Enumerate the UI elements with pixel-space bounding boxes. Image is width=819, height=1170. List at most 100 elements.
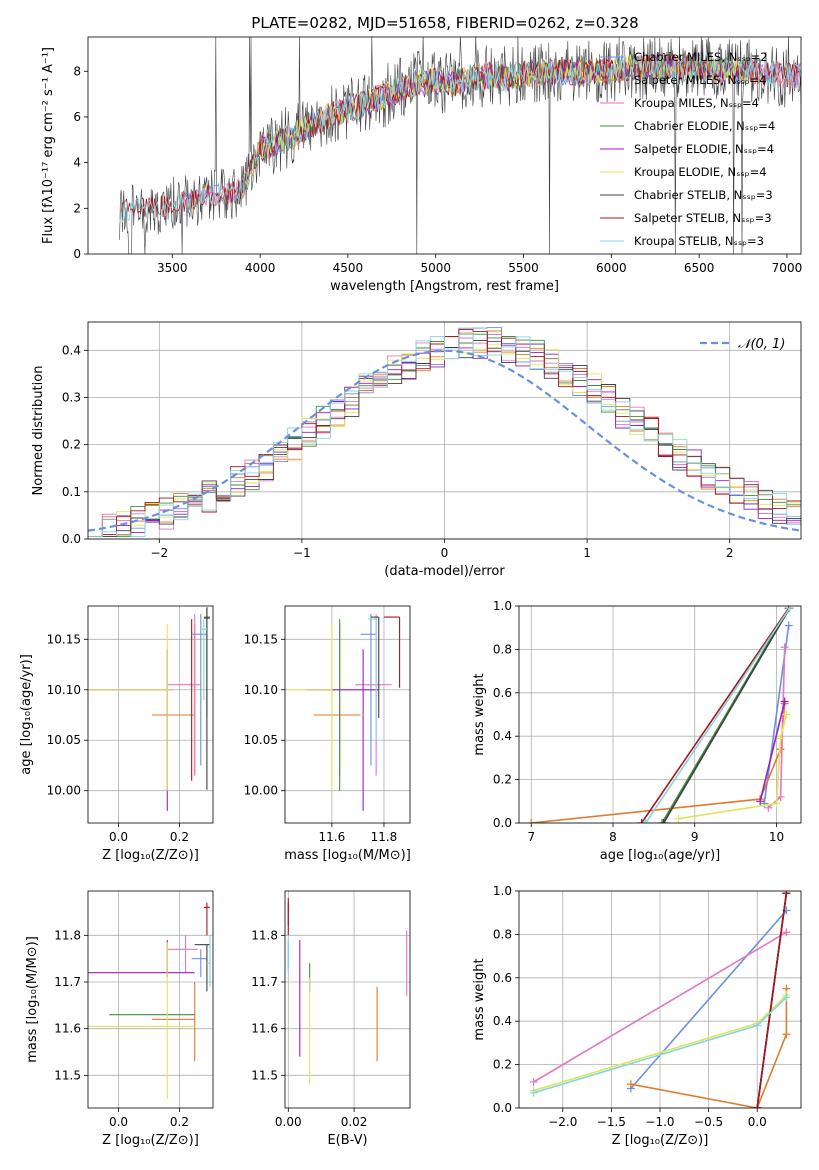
y-tick-label: 0.8 — [493, 642, 512, 656]
errorbar-point — [368, 618, 377, 741]
errorbar-point — [383, 616, 401, 688]
y-tick-label: 11.6 — [54, 1022, 81, 1036]
x-tick-label: 8 — [609, 830, 617, 844]
x-axis-label: Z [log₁₀(Z/Z⊙)] — [102, 848, 199, 863]
weight-marker — [785, 606, 794, 613]
axes-frame — [87, 890, 214, 1109]
age_vs_Z-plot-area — [88, 607, 210, 811]
x-tick-label: 6000 — [596, 261, 627, 275]
y-tick-label: 0.2 — [62, 438, 81, 452]
x-axis-label: E(B-V) — [327, 1133, 367, 1148]
x-tick-label: 0 — [441, 546, 449, 560]
weight-marker — [772, 799, 781, 808]
y-tick-label: 10.15 — [244, 632, 278, 646]
weight-marker — [641, 819, 650, 823]
spectrum-line — [242, 54, 752, 199]
legend-label: Salpeter ELODIE, Nₛₛₚ=4 — [634, 142, 774, 156]
x-tick-label: 1 — [583, 546, 591, 560]
weight-marker — [674, 814, 683, 823]
weight-marker — [782, 993, 791, 1002]
legend-label: Salpeter MILES, Nₛₛₚ=4 — [634, 73, 767, 87]
y-tick-label: 11.6 — [251, 1022, 278, 1036]
weight-series-line — [678, 714, 788, 820]
panels: 3500 4000 4500 5000 5500 6000 6500 7000 0 2 4 6 8 wav… — [19, 36, 802, 1148]
y-tick-label: 0.3 — [62, 390, 81, 404]
errorbar-point — [287, 624, 333, 791]
y-tick-label: 0.0 — [493, 1101, 512, 1115]
y-tick-label: 2 — [73, 201, 81, 215]
axes-frame — [284, 605, 411, 824]
y-tick-label: 11.8 — [251, 928, 278, 942]
spectrum-legend: Chabrier MILES, Nₛₛₚ=2 Salpeter MILES, Nₛ… — [600, 50, 775, 248]
errorbar-point — [191, 949, 207, 978]
mass_vs_Z-plot-area — [88, 902, 211, 1099]
y-tick-label: 11.5 — [54, 1068, 81, 1082]
weight-marker — [753, 1104, 762, 1108]
y-tick-label: 0.8 — [493, 927, 512, 941]
axes-frame — [87, 36, 802, 255]
spectrum-line — [119, 54, 801, 225]
x-tick-label: 5500 — [508, 261, 539, 275]
y-tick-label: 10.00 — [244, 784, 278, 798]
errorbar-point — [167, 935, 198, 973]
y-axis-label: Flux [fλ10⁻¹⁷ erg cm⁻² s⁻¹ A⁻¹] — [41, 47, 56, 244]
errorbar-point — [370, 616, 380, 719]
legend-label: Kroupa STELIB, Nₛₛₚ=3 — [634, 234, 764, 248]
age_vs_Z-panel: 0.0 0.2 10.00 10.05 10.10 10.15 Z [log₁₀(Z/Z⊙)… — [19, 605, 214, 863]
weight-marker — [780, 643, 789, 652]
axes-frame — [87, 321, 802, 540]
y-tick-label: 0 — [73, 247, 81, 261]
x-tick-label: 0.0 — [109, 830, 128, 844]
legend-label: Salpeter STELIB, Nₛₛₚ=3 — [634, 211, 772, 225]
y-tick-label: 11.7 — [54, 975, 81, 989]
x-tick-label: 9 — [691, 830, 699, 844]
spectrum-panel: 3500 4000 4500 5000 5500 6000 6500 7000 0 2 4 6 8 wav… — [41, 36, 802, 294]
weight-marker — [753, 1021, 762, 1030]
y-axis-label: Normed distribution — [31, 366, 46, 496]
y-tick-label: 0.6 — [493, 971, 512, 985]
x-axis-label: wavelength [Angstrom, rest frame] — [330, 279, 559, 294]
errorbar-point — [88, 942, 195, 1099]
legend-label: Chabrier STELIB, Nₛₛₚ=3 — [634, 188, 773, 202]
weight-marker — [659, 819, 668, 823]
weight-marker — [776, 792, 785, 801]
y-tick-label: 0.0 — [493, 816, 512, 830]
weight-marker — [529, 1088, 538, 1097]
x-tick-label: 0.02 — [341, 1115, 368, 1129]
weight-series-line — [630, 909, 788, 1090]
x-tick-label: 0.00 — [275, 1115, 302, 1129]
weight-marker — [756, 797, 765, 806]
normal-curve — [88, 349, 801, 532]
y-tick-label: 0.4 — [493, 1014, 512, 1028]
errorbar-point — [194, 944, 210, 992]
y-tick-label: 0.6 — [493, 686, 512, 700]
errorbar-point — [88, 649, 174, 811]
weight-series-line — [756, 893, 788, 1108]
x-tick-label: 6500 — [684, 261, 715, 275]
x-tick-label: 5000 — [420, 261, 451, 275]
weight-marker — [782, 928, 791, 937]
weight-marker — [782, 710, 791, 719]
residuals-panel: −2 −1 0 1 2 0.0 0.1 0.2 0.3 0.4 (data-model)/error… — [31, 321, 802, 579]
legend-label: Kroupa MILES, Nₛₛₚ=4 — [634, 96, 759, 110]
errorbar-point — [88, 624, 174, 791]
weight-marker — [784, 621, 793, 630]
mass_vs_Z-panel: 0.0 0.2 11.5 11.6 11.7 11.8 Z [log₁₀(Z/Z⊙)] mas… — [25, 890, 214, 1148]
errorbar-point — [200, 619, 207, 700]
weight-series-line — [661, 607, 790, 823]
x-tick-label: 7 — [527, 830, 535, 844]
errorbar-point — [88, 940, 195, 978]
x-axis-label: Z [log₁₀(Z/Z⊙)] — [612, 1133, 709, 1148]
y-tick-label: 11.5 — [251, 1068, 278, 1082]
x-axis-label: Z [log₁₀(Z/Z⊙)] — [102, 1133, 199, 1148]
weight-marker — [637, 819, 646, 823]
y-tick-label: 4 — [73, 156, 81, 170]
x-axis-label: age [log₁₀(age/yr)] — [600, 848, 721, 863]
x-tick-label: 10 — [769, 830, 784, 844]
y-tick-label: 10.10 — [47, 683, 81, 697]
y-tick-label: 11.8 — [54, 928, 81, 942]
x-tick-label: 0.2 — [170, 830, 189, 844]
y-tick-label: 0.4 — [493, 729, 512, 743]
weight-marker — [782, 1030, 791, 1039]
